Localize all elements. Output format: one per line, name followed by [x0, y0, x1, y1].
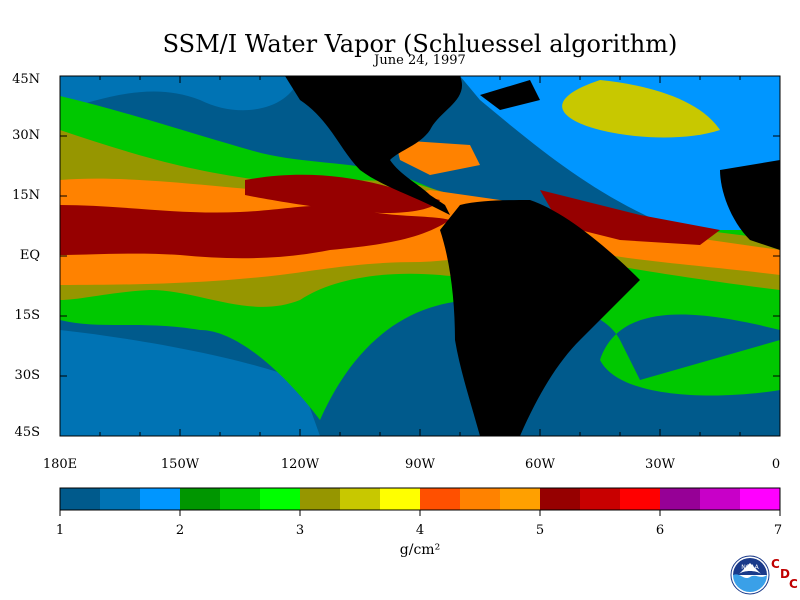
cdc-letter-d: D [780, 567, 790, 581]
noaa-logo-text: NOAA [741, 564, 759, 571]
lat-label-45n: 45N [12, 72, 40, 87]
colorbar-label-5: 5 [535, 523, 545, 538]
colorbar-swatch-11 [500, 488, 541, 510]
colorbar-swatch-12 [540, 488, 581, 510]
colorbar-label-3: 3 [295, 523, 305, 538]
lon-label-30w: 30W [645, 457, 675, 472]
noaa-logo-icon: NOAA [730, 555, 770, 595]
lat-label-30s: 30S [14, 368, 40, 383]
lat-label-45s: 45S [14, 425, 40, 440]
colorbar-swatch-4 [220, 488, 261, 510]
lon-label-0: 0 [771, 457, 781, 472]
cdc-letter-c2: C [789, 577, 798, 591]
colorbar-swatch-8 [380, 488, 421, 510]
colorbar-swatch-10 [460, 488, 501, 510]
colorbar-swatch-16 [700, 488, 741, 510]
colorbar-swatch-14 [620, 488, 661, 510]
colorbar-swatch-6 [300, 488, 341, 510]
south-america-land [440, 200, 640, 436]
vapor-band-dark-red [60, 205, 450, 259]
colorbar-swatch-2 [140, 488, 181, 510]
lat-label-15s: 15S [14, 308, 40, 323]
lat-label-15n: 15N [12, 188, 40, 203]
water-vapor-field [60, 76, 780, 436]
map-title: SSM/I Water Vapor (Schluessel algorithm) [162, 30, 678, 58]
vapor-band-north-pacific [60, 76, 300, 111]
vapor-band-atlantic-red [540, 190, 720, 245]
colorbar-swatch-7 [340, 488, 381, 510]
vapor-band-north-atlantic-yellow [562, 80, 720, 138]
colorbar-swatch-1 [100, 488, 141, 510]
vapor-band-gulf-orange [395, 140, 480, 175]
colorbar-label-4: 4 [415, 523, 425, 538]
colorbar-label-1: 1 [55, 523, 65, 538]
lat-label-eq: EQ [19, 248, 40, 263]
colorbar-swatch-3 [180, 488, 221, 510]
vapor-band-central-america-red [245, 174, 440, 213]
colorbar-label-2: 2 [175, 523, 185, 538]
colorbar-swatch-5 [260, 488, 301, 510]
lat-label-30n: 30N [12, 128, 40, 143]
north-america-land [285, 76, 463, 215]
lon-label-60w: 60W [525, 457, 555, 472]
lon-label-180e: 180E [42, 457, 78, 472]
colorbar-swatch-17 [740, 488, 781, 510]
lon-label-120w: 120W [280, 457, 320, 472]
africa-land [720, 160, 780, 250]
cdc-letter-c1: C [771, 557, 780, 571]
map-date: June 24, 1997 [374, 53, 466, 68]
colorbar-swatch-0 [60, 488, 101, 510]
lon-label-90w: 90W [405, 457, 435, 472]
greenland-land [480, 80, 540, 110]
colorbar-swatch-9 [420, 488, 461, 510]
colorbar-label-6: 6 [655, 523, 665, 538]
lon-label-150w: 150W [160, 457, 200, 472]
colorbar-label-7: 7 [773, 523, 783, 538]
vapor-band-south-pacific [60, 330, 320, 436]
colorbar-units: g/cm² [399, 542, 441, 558]
colorbar-swatch-13 [580, 488, 621, 510]
colorbar-swatch-15 [660, 488, 701, 510]
